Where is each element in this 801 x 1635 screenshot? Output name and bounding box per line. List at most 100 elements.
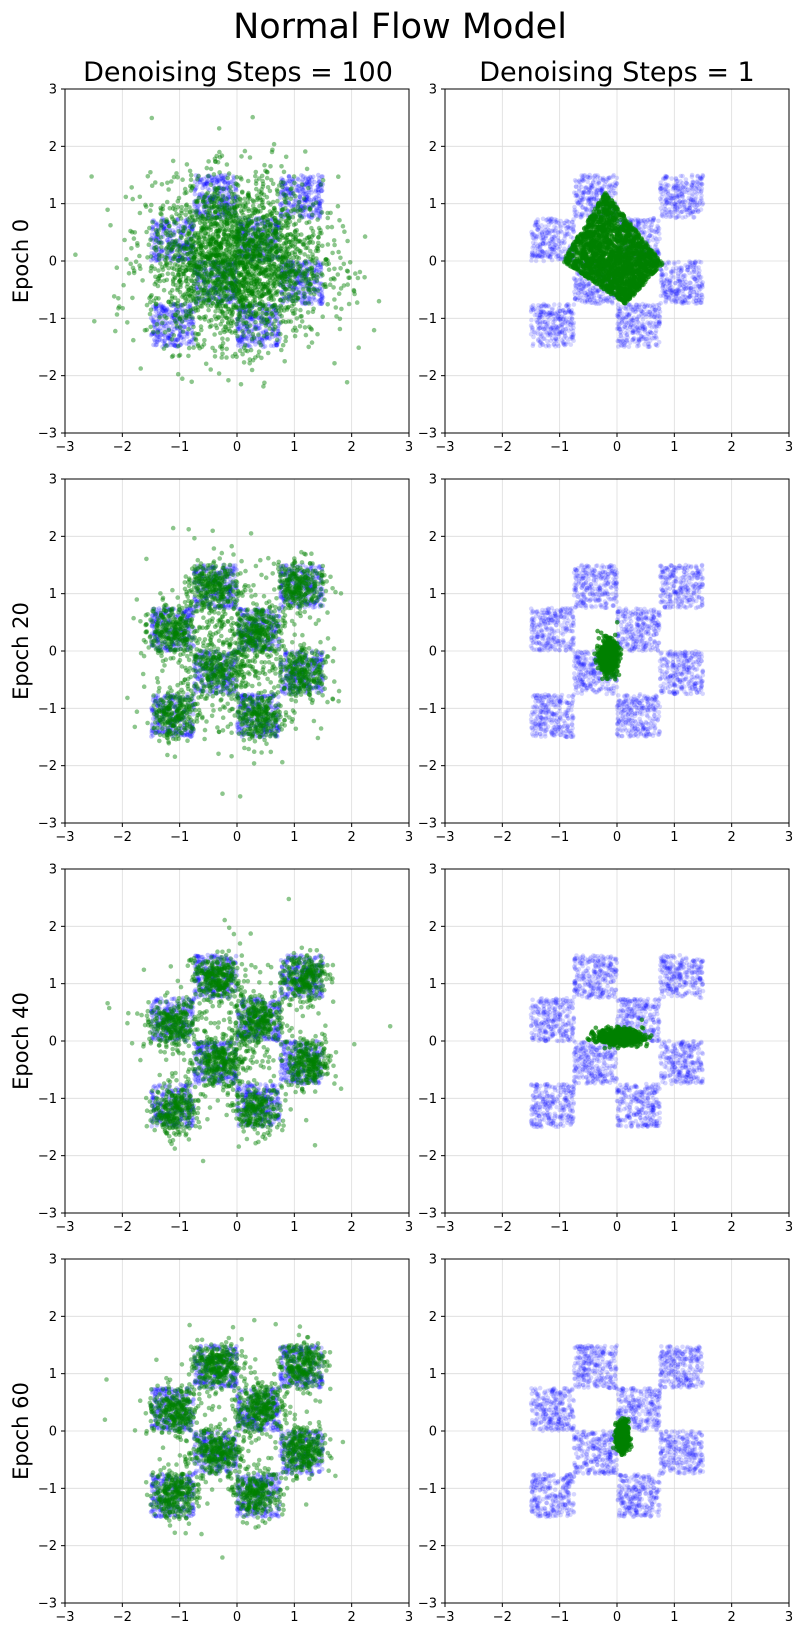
target-point [287,269,293,275]
column-title-steps-100: Denoising Steps = 100 [83,57,393,88]
target-point [229,204,235,209]
sample-point [282,359,288,364]
target-point [231,182,236,187]
target-point [215,289,221,295]
sample-point [190,274,195,279]
target-point [207,195,212,200]
sample-point [275,305,281,311]
sample-point [289,186,294,191]
target-point [231,178,236,183]
target-point [166,225,172,231]
target-point [230,296,235,302]
target-point [297,281,302,286]
row-label-3: Epoch 60 [9,1382,33,1480]
target-point [317,181,323,187]
target-point [220,178,226,184]
target-point [194,201,199,207]
target-point [285,273,291,279]
target-point [190,233,195,239]
target-point [286,295,292,300]
sample-point [210,236,215,242]
target-point [270,230,275,236]
target-point [267,244,272,249]
target-point [228,295,234,301]
sample-point [251,294,257,299]
sample-point [296,199,302,205]
sample-point [244,249,250,255]
target-point [306,179,311,184]
target-point [182,257,187,262]
target-point [188,221,194,226]
target-point [318,265,324,270]
sample-point [194,257,200,262]
target-point [306,203,311,209]
target-point [278,190,284,195]
target-point [312,280,318,285]
target-point [280,180,286,186]
sample-point [338,286,344,291]
target-point [279,183,285,188]
target-point [208,198,213,204]
sample-point [192,269,197,275]
sample-point [254,278,259,284]
target-point [205,178,211,184]
sample-point [172,262,178,267]
target-point [214,180,219,185]
target-point [233,276,238,282]
target-point [197,259,202,265]
target-point [263,254,269,259]
target-point [236,250,242,256]
sample-point [187,168,193,174]
sample-point [144,229,149,235]
target-point [265,246,270,252]
target-point [211,296,217,301]
target-point [311,210,317,215]
sample-point [325,215,331,221]
target-point [286,190,292,195]
target-point [224,206,229,211]
target-point [249,258,254,263]
sample-point [260,226,265,232]
sample-point [315,331,320,337]
sample-point [278,331,283,337]
target-point [201,181,207,186]
sample-point [128,261,133,267]
target-point [152,236,157,241]
target-point [274,218,280,223]
target-point [302,301,308,307]
target-point [286,265,292,271]
target-point [285,258,291,264]
sample-point [197,241,203,246]
target-point [152,253,157,259]
target-point [149,236,155,241]
target-point [196,263,202,268]
sample-point [183,312,189,318]
target-point [170,228,176,233]
sample-point [238,293,243,298]
target-point [258,216,263,221]
target-point [295,276,300,281]
target-point [294,263,300,268]
target-point [296,260,301,266]
target-point [196,210,202,215]
target-point [223,187,229,192]
target-point [307,174,313,180]
sample-point [166,299,171,305]
target-point [256,215,262,221]
target-point [256,228,261,233]
sample-point [219,298,224,303]
sample-point [198,257,204,262]
sample-point [335,272,341,277]
target-point [272,239,277,245]
target-point [241,238,247,243]
target-point [166,250,171,255]
target-point [194,285,199,291]
target-point [285,188,291,194]
target-point [245,247,250,253]
target-point [289,204,295,210]
target-point [318,267,324,272]
target-point [293,181,299,187]
sample-point [264,169,270,175]
target-point [171,244,177,250]
scatter-points [73,114,382,389]
